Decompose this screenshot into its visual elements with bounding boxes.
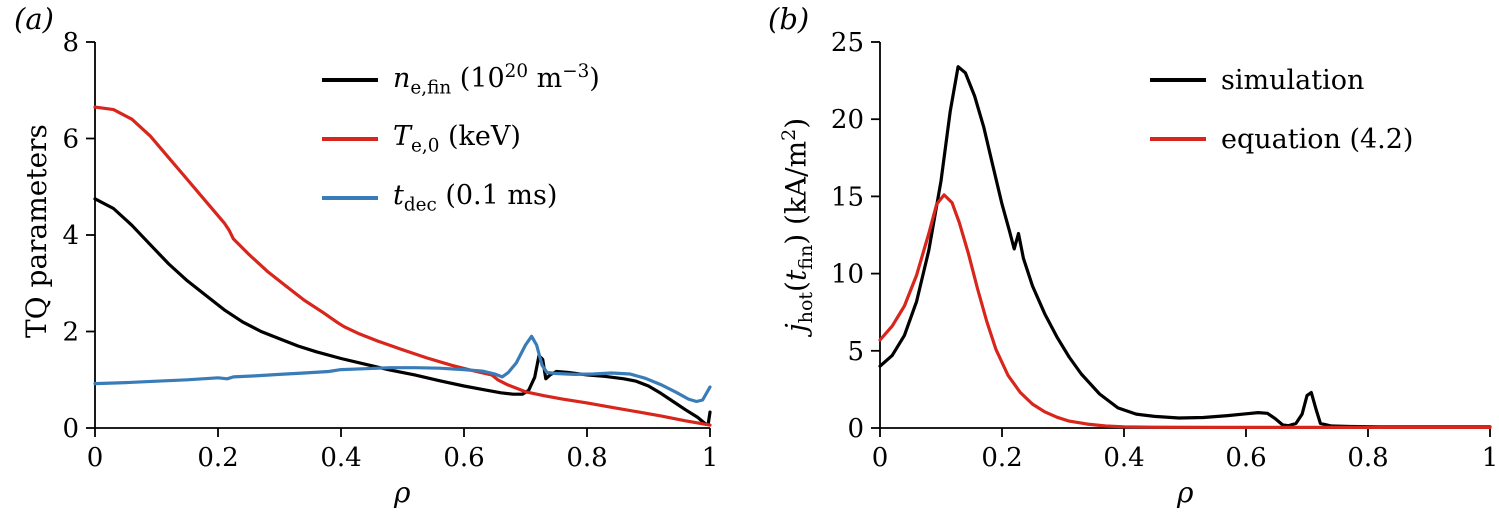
- svg-text:0.8: 0.8: [566, 443, 607, 473]
- svg-text:1: 1: [1482, 443, 1499, 473]
- svg-text:0: 0: [87, 443, 104, 473]
- legend-label: ne,fin (1020 m−3): [393, 61, 600, 99]
- svg-text:0.6: 0.6: [1225, 443, 1266, 473]
- svg-text:4: 4: [62, 221, 79, 251]
- legend-line-sample: [1150, 137, 1206, 141]
- svg-text:2: 2: [62, 318, 79, 348]
- legend-entry: tdec (0.1 ms): [322, 180, 600, 216]
- chart-b-x-axis-label: ρ: [1177, 476, 1194, 509]
- svg-text:15: 15: [831, 182, 864, 212]
- legend-label: simulation: [1221, 64, 1365, 96]
- legend-line-sample: [322, 78, 378, 82]
- legend-entry: ne,fin (1020 m−3): [322, 61, 600, 99]
- legend-line-sample: [322, 196, 378, 200]
- legend-label: Te,0 (keV): [393, 121, 521, 157]
- svg-text:1: 1: [702, 443, 719, 473]
- panel-a-label: (a): [14, 2, 54, 36]
- svg-text:0.2: 0.2: [197, 443, 238, 473]
- legend-entry: equation (4.2): [1150, 121, 1413, 157]
- chart-b-y-axis-label: jhot(tfin) (kA/m2): [778, 117, 817, 332]
- svg-text:10: 10: [831, 260, 864, 290]
- svg-text:0.6: 0.6: [443, 443, 484, 473]
- legend-label: tdec (0.1 ms): [393, 180, 558, 216]
- legend-line-sample: [322, 137, 378, 141]
- svg-text:20: 20: [831, 105, 864, 135]
- legend-entry: Te,0 (keV): [322, 121, 600, 157]
- chart-a-y-axis-label: TQ parameters: [20, 124, 53, 338]
- svg-text:25: 25: [831, 28, 864, 58]
- legend-line-sample: [1150, 78, 1206, 82]
- svg-text:0.2: 0.2: [981, 443, 1022, 473]
- chart-b-legend: simulation equation (4.2): [1150, 62, 1413, 180]
- svg-text:0: 0: [872, 443, 889, 473]
- svg-text:0.8: 0.8: [1347, 443, 1388, 473]
- legend-label: equation (4.2): [1221, 123, 1414, 155]
- svg-text:0: 0: [62, 414, 79, 444]
- svg-text:0: 0: [847, 414, 864, 444]
- svg-text:5: 5: [847, 337, 864, 367]
- legend-entry: simulation: [1150, 62, 1413, 98]
- svg-text:8: 8: [62, 28, 79, 58]
- svg-text:6: 6: [62, 125, 79, 155]
- chart-a-plot: 0 0.2 0.4 0.6 0.8 1 0 2 4 6 8: [62, 28, 719, 473]
- svg-text:0.4: 0.4: [320, 443, 361, 473]
- chart-a-x-axis-label: ρ: [394, 476, 411, 509]
- panel-b-label: (b): [768, 2, 810, 36]
- svg-text:0.4: 0.4: [1103, 443, 1144, 473]
- chart-a-legend: ne,fin (1020 m−3) Te,0 (keV) tdec (0.1 ms): [322, 61, 600, 239]
